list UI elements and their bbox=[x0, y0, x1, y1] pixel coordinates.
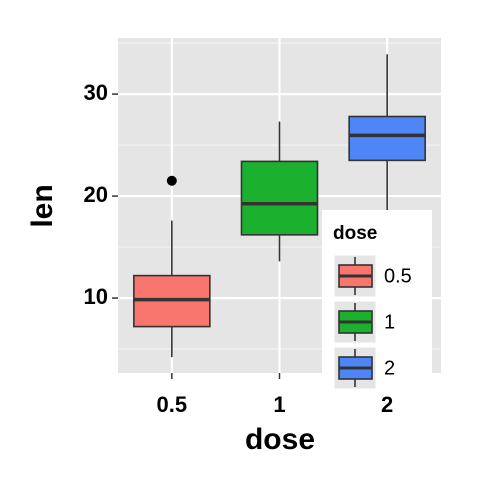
y-tick-label: 30 bbox=[84, 80, 108, 105]
legend-label: 2 bbox=[384, 357, 395, 379]
boxes bbox=[133, 54, 426, 358]
box bbox=[348, 115, 426, 162]
legend-label: 1 bbox=[384, 311, 395, 333]
y-axis-title: len bbox=[26, 184, 59, 227]
legend-title: dose bbox=[333, 223, 377, 244]
x-tick-label: 1 bbox=[273, 392, 285, 417]
x-axis-title: dose bbox=[245, 423, 315, 456]
y-tick-label: 10 bbox=[84, 284, 108, 309]
x-tick-label: 2 bbox=[381, 392, 393, 417]
box bbox=[240, 160, 319, 236]
axes: 10 20 30 0.5 1 2 bbox=[84, 80, 394, 417]
x-tick-label: 0.5 bbox=[157, 392, 188, 417]
legend: dose 0.5 1 2 bbox=[322, 210, 432, 390]
y-tick-label: 20 bbox=[84, 182, 108, 207]
outlier bbox=[166, 175, 177, 186]
legend-label: 0.5 bbox=[384, 265, 412, 287]
